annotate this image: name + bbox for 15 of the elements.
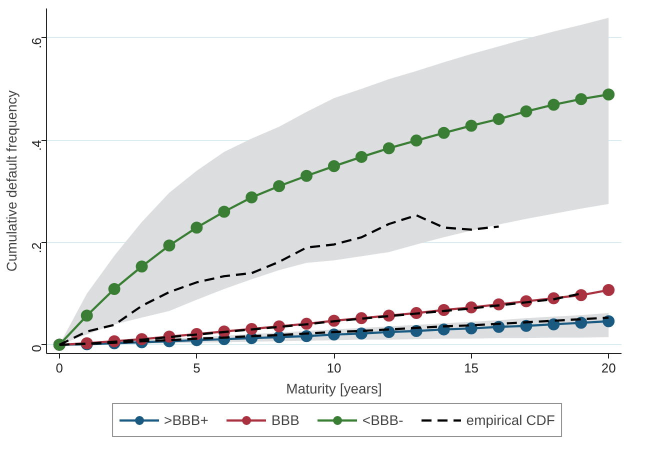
y-tick-label: 0 [29, 344, 44, 352]
y-axis-title: Cumulative default frequency [4, 90, 20, 272]
y-tick-label: .4 [29, 140, 44, 151]
x-tick-label: 10 [326, 360, 342, 376]
x-tick-label: 15 [464, 360, 479, 376]
legend-label: empirical CDF [466, 412, 555, 428]
legend-label: BBB [271, 412, 300, 428]
x-tick-label: 0 [56, 360, 64, 376]
legend-label: <BBB- [362, 412, 404, 428]
y-tick-label: .6 [29, 38, 44, 49]
x-tick-label: 20 [601, 360, 616, 376]
x-tick-label: 5 [193, 360, 200, 376]
x-axis-title: Maturity [years] [286, 380, 382, 396]
y-tick-label: .2 [29, 242, 44, 254]
legend-label: >BBB+ [164, 412, 208, 428]
